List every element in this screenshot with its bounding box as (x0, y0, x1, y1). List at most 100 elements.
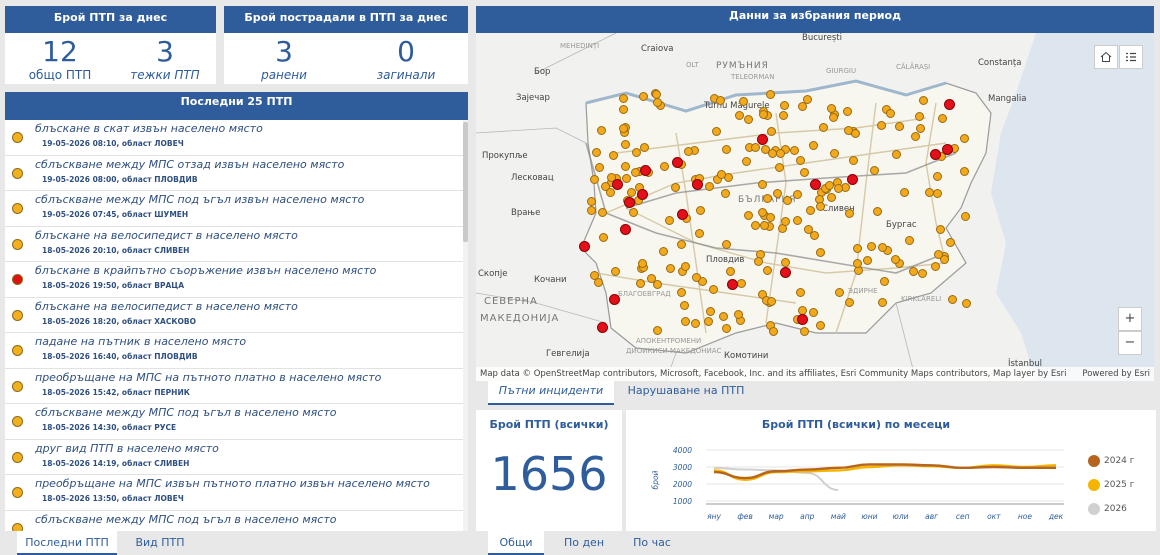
accident-marker[interactable] (773, 188, 783, 198)
accident-marker[interactable] (792, 215, 802, 225)
accident-marker[interactable] (809, 308, 819, 318)
accident-marker[interactable] (891, 150, 901, 160)
accident-marker[interactable] (735, 110, 745, 120)
accident-marker[interactable] (734, 310, 744, 320)
accident-marker[interactable] (665, 215, 675, 225)
accident-marker[interactable] (758, 179, 768, 189)
severe-accident-marker[interactable] (672, 157, 683, 168)
accident-marker[interactable] (630, 167, 640, 177)
accident-marker[interactable] (718, 312, 728, 322)
accident-marker[interactable] (805, 205, 815, 215)
accident-marker[interactable] (706, 306, 716, 316)
accident-marker[interactable] (704, 181, 714, 191)
tab-violations[interactable]: Нарушаване на ПТП (627, 384, 745, 397)
accident-marker[interactable] (598, 233, 608, 243)
accident-marker[interactable] (959, 166, 969, 176)
severe-accident-marker[interactable] (640, 165, 651, 176)
accident-marker[interactable] (691, 318, 701, 328)
accident-marker[interactable] (775, 163, 785, 173)
accident-marker[interactable] (781, 257, 791, 267)
accident-marker[interactable] (872, 207, 882, 217)
accident-marker[interactable] (938, 114, 948, 124)
accident-marker[interactable] (652, 97, 662, 107)
accident-marker[interactable] (721, 240, 731, 250)
list-item[interactable]: сблъскване между МПС под ъгъл в населено… (5, 511, 463, 531)
accident-marker[interactable] (914, 111, 924, 121)
accident-marker[interactable] (715, 95, 725, 105)
accident-marker[interactable] (789, 146, 799, 156)
accident-marker[interactable] (717, 169, 727, 179)
accident-marker[interactable] (782, 195, 792, 205)
accident-marker[interactable] (828, 112, 838, 122)
latest-accidents-list[interactable]: блъскане в скат извън населено място 19-0… (5, 120, 463, 531)
accident-marker[interactable] (652, 89, 662, 99)
severe-accident-marker[interactable] (810, 179, 821, 190)
list-scrollbar-thumb[interactable] (463, 122, 468, 242)
list-item[interactable]: преобръщане на МПС извън пътното платно … (5, 475, 463, 511)
severe-accident-marker[interactable] (944, 99, 955, 110)
accident-marker[interactable] (744, 115, 754, 125)
accident-marker[interactable] (766, 212, 776, 222)
accident-marker[interactable] (653, 325, 663, 335)
tab-by-day[interactable]: По ден (563, 536, 605, 549)
accident-marker[interactable] (762, 194, 772, 204)
legend-swatch[interactable] (1088, 479, 1100, 491)
accident-marker[interactable] (589, 175, 599, 185)
accident-marker[interactable] (721, 189, 731, 199)
accident-marker[interactable] (779, 101, 789, 111)
accident-marker[interactable] (797, 101, 807, 111)
accident-marker[interactable] (638, 259, 648, 269)
accident-marker[interactable] (961, 298, 971, 308)
severe-accident-marker[interactable] (597, 322, 608, 333)
accident-marker[interactable] (917, 269, 927, 279)
accident-marker[interactable] (750, 142, 760, 152)
accident-marker[interactable] (596, 126, 606, 136)
accident-marker[interactable] (799, 326, 809, 336)
accident-marker[interactable] (692, 272, 702, 282)
accident-marker[interactable] (754, 257, 764, 267)
accident-marker[interactable] (878, 297, 888, 307)
accident-marker[interactable] (619, 105, 629, 115)
accident-marker[interactable] (610, 266, 620, 276)
list-item[interactable]: сблъскване между МПС под ъгъл в населено… (5, 404, 463, 440)
accident-marker[interactable] (665, 263, 675, 273)
severe-accident-marker[interactable] (624, 197, 635, 208)
accident-marker[interactable] (742, 157, 752, 167)
accident-marker[interactable] (640, 142, 650, 152)
accident-marker[interactable] (900, 187, 910, 197)
accident-marker[interactable] (768, 149, 778, 159)
accident-marker[interactable] (925, 188, 935, 198)
accident-marker[interactable] (708, 285, 718, 295)
accident-marker[interactable] (680, 301, 690, 311)
severe-accident-marker[interactable] (780, 267, 791, 278)
accident-marker[interactable] (739, 96, 749, 106)
accident-marker[interactable] (844, 297, 854, 307)
legend-label[interactable]: 2024 г (1104, 456, 1135, 466)
severe-accident-marker[interactable] (930, 149, 941, 160)
accident-marker[interactable] (819, 123, 829, 133)
accident-marker[interactable] (829, 148, 839, 158)
accident-marker[interactable] (712, 127, 722, 137)
severe-accident-marker[interactable] (609, 294, 620, 305)
accident-marker[interactable] (804, 225, 813, 235)
accident-marker[interactable] (680, 262, 690, 272)
accident-marker[interactable] (759, 109, 769, 119)
accident-marker[interactable] (587, 205, 597, 215)
accident-marker[interactable] (721, 144, 731, 154)
accident-marker[interactable] (659, 161, 669, 171)
accident-marker[interactable] (918, 95, 928, 105)
list-item[interactable]: блъскане на велосипедист в населено мяст… (5, 227, 463, 262)
accident-marker[interactable] (765, 89, 775, 99)
list-item[interactable]: блъскане в крайпътно съоръжение извън на… (5, 262, 463, 298)
accident-marker[interactable] (780, 216, 790, 226)
zoom-out-button[interactable]: − (1118, 331, 1142, 355)
tab-by-hour[interactable]: По час (633, 536, 671, 549)
accident-marker[interactable] (796, 155, 806, 165)
accident-marker[interactable] (843, 107, 853, 117)
list-item[interactable]: сблъскване между МПС под ъгъл извън насе… (5, 191, 463, 227)
accident-marker[interactable] (722, 323, 732, 333)
accident-marker[interactable] (694, 229, 704, 239)
accident-marker[interactable] (815, 247, 825, 257)
accident-marker[interactable] (910, 131, 920, 141)
accident-marker[interactable] (961, 212, 971, 222)
